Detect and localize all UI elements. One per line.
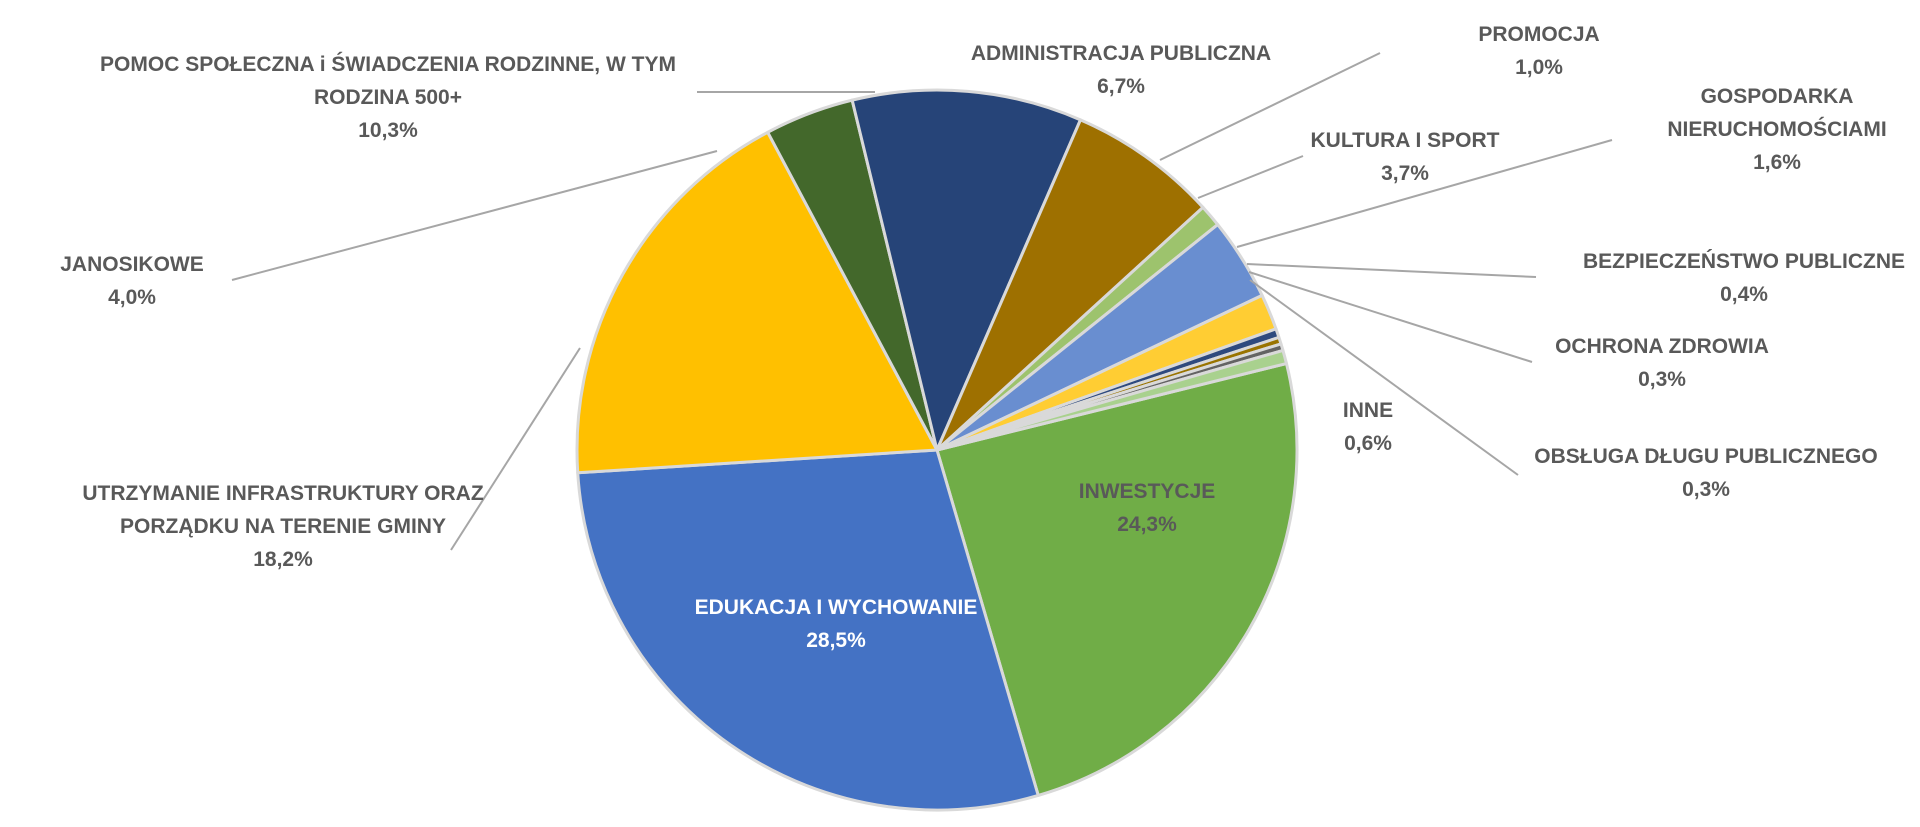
slice-category-label: KULTURA I SPORT xyxy=(1311,129,1500,152)
slice-value-label: 1,0% xyxy=(1515,56,1563,79)
slice-category-label: NIERUCHOMOŚCIAMI xyxy=(1667,117,1886,141)
slice-category-label: UTRZYMANIE INFRASTRUKTURY ORAZ xyxy=(82,482,483,505)
slice-category-label: OCHRONA ZDROWIA xyxy=(1555,335,1769,358)
pie-slice xyxy=(935,348,1288,452)
slice-value-label: 0,4% xyxy=(1720,283,1768,306)
slice-value-label: 18,2% xyxy=(253,548,313,571)
slice-category-label: EDUKACJA I WYCHOWANIE xyxy=(695,596,978,619)
pie-slice xyxy=(850,88,1082,452)
slice-value-label: 28,5% xyxy=(806,629,866,652)
slice-category-label: PORZĄDKU NA TERENIE GMINY xyxy=(120,515,446,538)
slice-category-label: BEZPIECZEŃSTWO PUBLICZNE xyxy=(1583,250,1905,273)
slice-value-label: 3,7% xyxy=(1381,162,1429,185)
slice-category-label: RODZINA 500+ xyxy=(314,86,462,109)
leader-lines xyxy=(231,52,1613,551)
leader-line xyxy=(1246,263,1537,278)
slice-value-label: 0,3% xyxy=(1638,368,1686,391)
leader-line xyxy=(1249,279,1519,476)
slice-category-label: OBSŁUGA DŁUGU PUBLICZNEGO xyxy=(1534,445,1877,468)
pie-slices xyxy=(575,88,1299,812)
slice-category-label: INNE xyxy=(1343,399,1393,422)
leader-line xyxy=(1248,271,1533,363)
leader-line xyxy=(1197,155,1304,199)
leader-line xyxy=(1236,139,1613,248)
pie-slice xyxy=(935,118,1205,452)
slice-value-label: 0,6% xyxy=(1344,432,1392,455)
slice-value-label: 4,0% xyxy=(108,286,156,309)
slice-value-label: 6,7% xyxy=(1097,75,1145,98)
slice-category-label: GOSPODARKA xyxy=(1701,85,1854,108)
slice-category-label: INWESTYCJE xyxy=(1079,480,1216,503)
leader-line xyxy=(450,347,581,551)
pie-slice xyxy=(935,362,1299,797)
slice-category-label: JANOSIKOWE xyxy=(60,253,204,276)
slice-value-label: 24,3% xyxy=(1117,513,1177,536)
slice-category-label: PROMOCJA xyxy=(1478,23,1599,46)
slice-category-label: ADMINISTRACJA PUBLICZNA xyxy=(971,42,1271,65)
slice-labels: INWESTYCJE 24,3% EDUKACJA I WYCHOWANIE 28,5… xyxy=(60,23,1905,652)
pie-slice xyxy=(575,130,939,475)
slice-category-label: POMOC SPOŁECZNA i ŚWIADCZENIA RODZINNE, … xyxy=(100,52,676,76)
pie-slice xyxy=(576,448,1040,812)
leader-line xyxy=(231,150,718,281)
slice-value-label: 1,6% xyxy=(1753,151,1801,174)
slice-value-label: 10,3% xyxy=(358,119,418,142)
leader-line xyxy=(1159,52,1381,161)
slice-value-label: 0,3% xyxy=(1682,478,1730,501)
